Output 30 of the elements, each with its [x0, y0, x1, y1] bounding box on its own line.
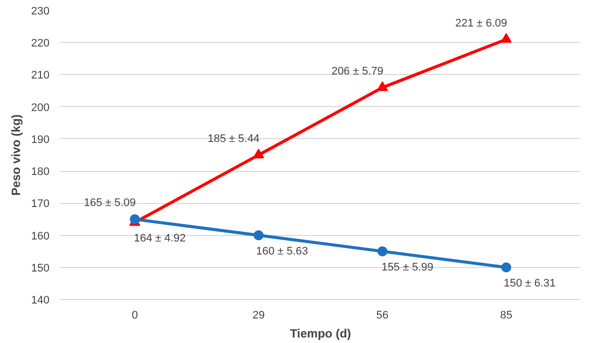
y-tick-label: 210 — [31, 70, 50, 82]
y-tick-label: 160 — [31, 230, 50, 242]
data-label: 155 ± 5.99 — [381, 261, 434, 274]
y-tick-label: 230 — [31, 6, 50, 18]
y-axis-title: Peso vivo (kg) — [9, 114, 24, 196]
data-label: 185 ± 5.44 — [208, 133, 260, 145]
point — [501, 262, 512, 272]
y-tick-label: 180 — [31, 166, 50, 178]
x-tick-label: 85 — [500, 310, 512, 322]
point — [500, 33, 512, 43]
point — [376, 81, 388, 91]
data-label: 150 ± 6.31 — [504, 277, 556, 290]
y-tick-label: 150 — [31, 262, 50, 274]
point — [253, 148, 264, 158]
point — [377, 246, 388, 256]
x-tick-label: 56 — [376, 310, 389, 322]
y-tick-label: 220 — [31, 38, 50, 50]
y-tick-label: 140 — [31, 294, 50, 306]
y-tick-label: 170 — [31, 198, 50, 210]
y-tick-label: 200 — [31, 102, 50, 114]
x-tick-label: 0 — [132, 310, 138, 322]
data-label: 160 ± 5.63 — [256, 245, 308, 258]
data-label: 221 ± 6.09 — [455, 17, 508, 30]
y-tick-label: 190 — [31, 134, 50, 146]
data-label: 206 ± 5.79 — [331, 66, 384, 78]
x-tick-label: 29 — [252, 310, 265, 322]
point — [254, 230, 264, 240]
data-label: 164 ± 4.92 — [134, 232, 186, 244]
x-axis-title: Tiempo (d) — [290, 326, 352, 340]
data-label: 165 ± 5.09 — [84, 197, 136, 210]
